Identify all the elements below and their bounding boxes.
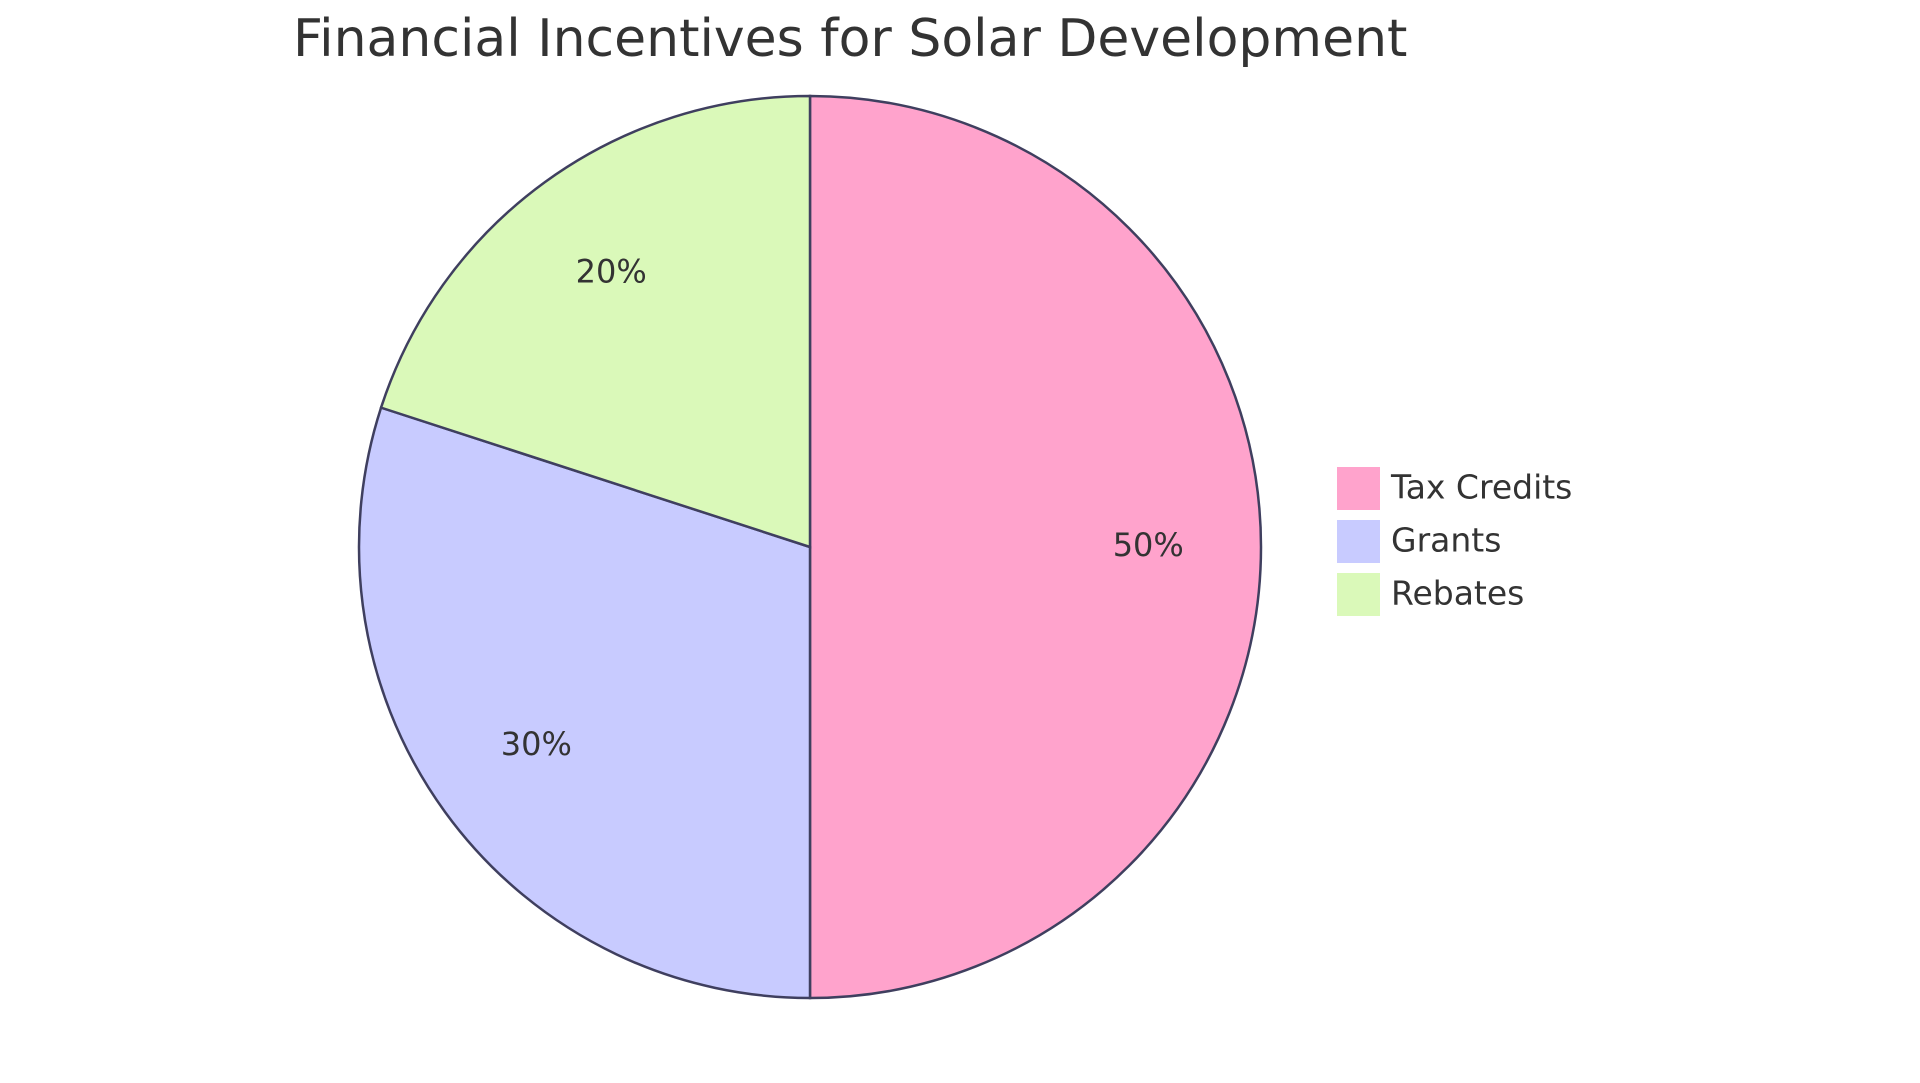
data-label: 50% [1113,526,1184,564]
legend-label: Tax Credits [1390,468,1572,507]
chart-title: Financial Incentives for Solar Developme… [293,9,1407,69]
pie-slice [379,94,812,549]
pie-slice [357,406,812,1000]
legend-swatch [1335,571,1382,618]
data-label: 30% [501,725,572,763]
legend-label: Rebates [1391,574,1524,613]
legend-label: Grants [1391,521,1501,560]
data-label: 20% [576,252,647,290]
legend-swatch [1335,518,1382,565]
legend-swatch [1335,465,1382,512]
pie-slice [808,94,1263,1000]
